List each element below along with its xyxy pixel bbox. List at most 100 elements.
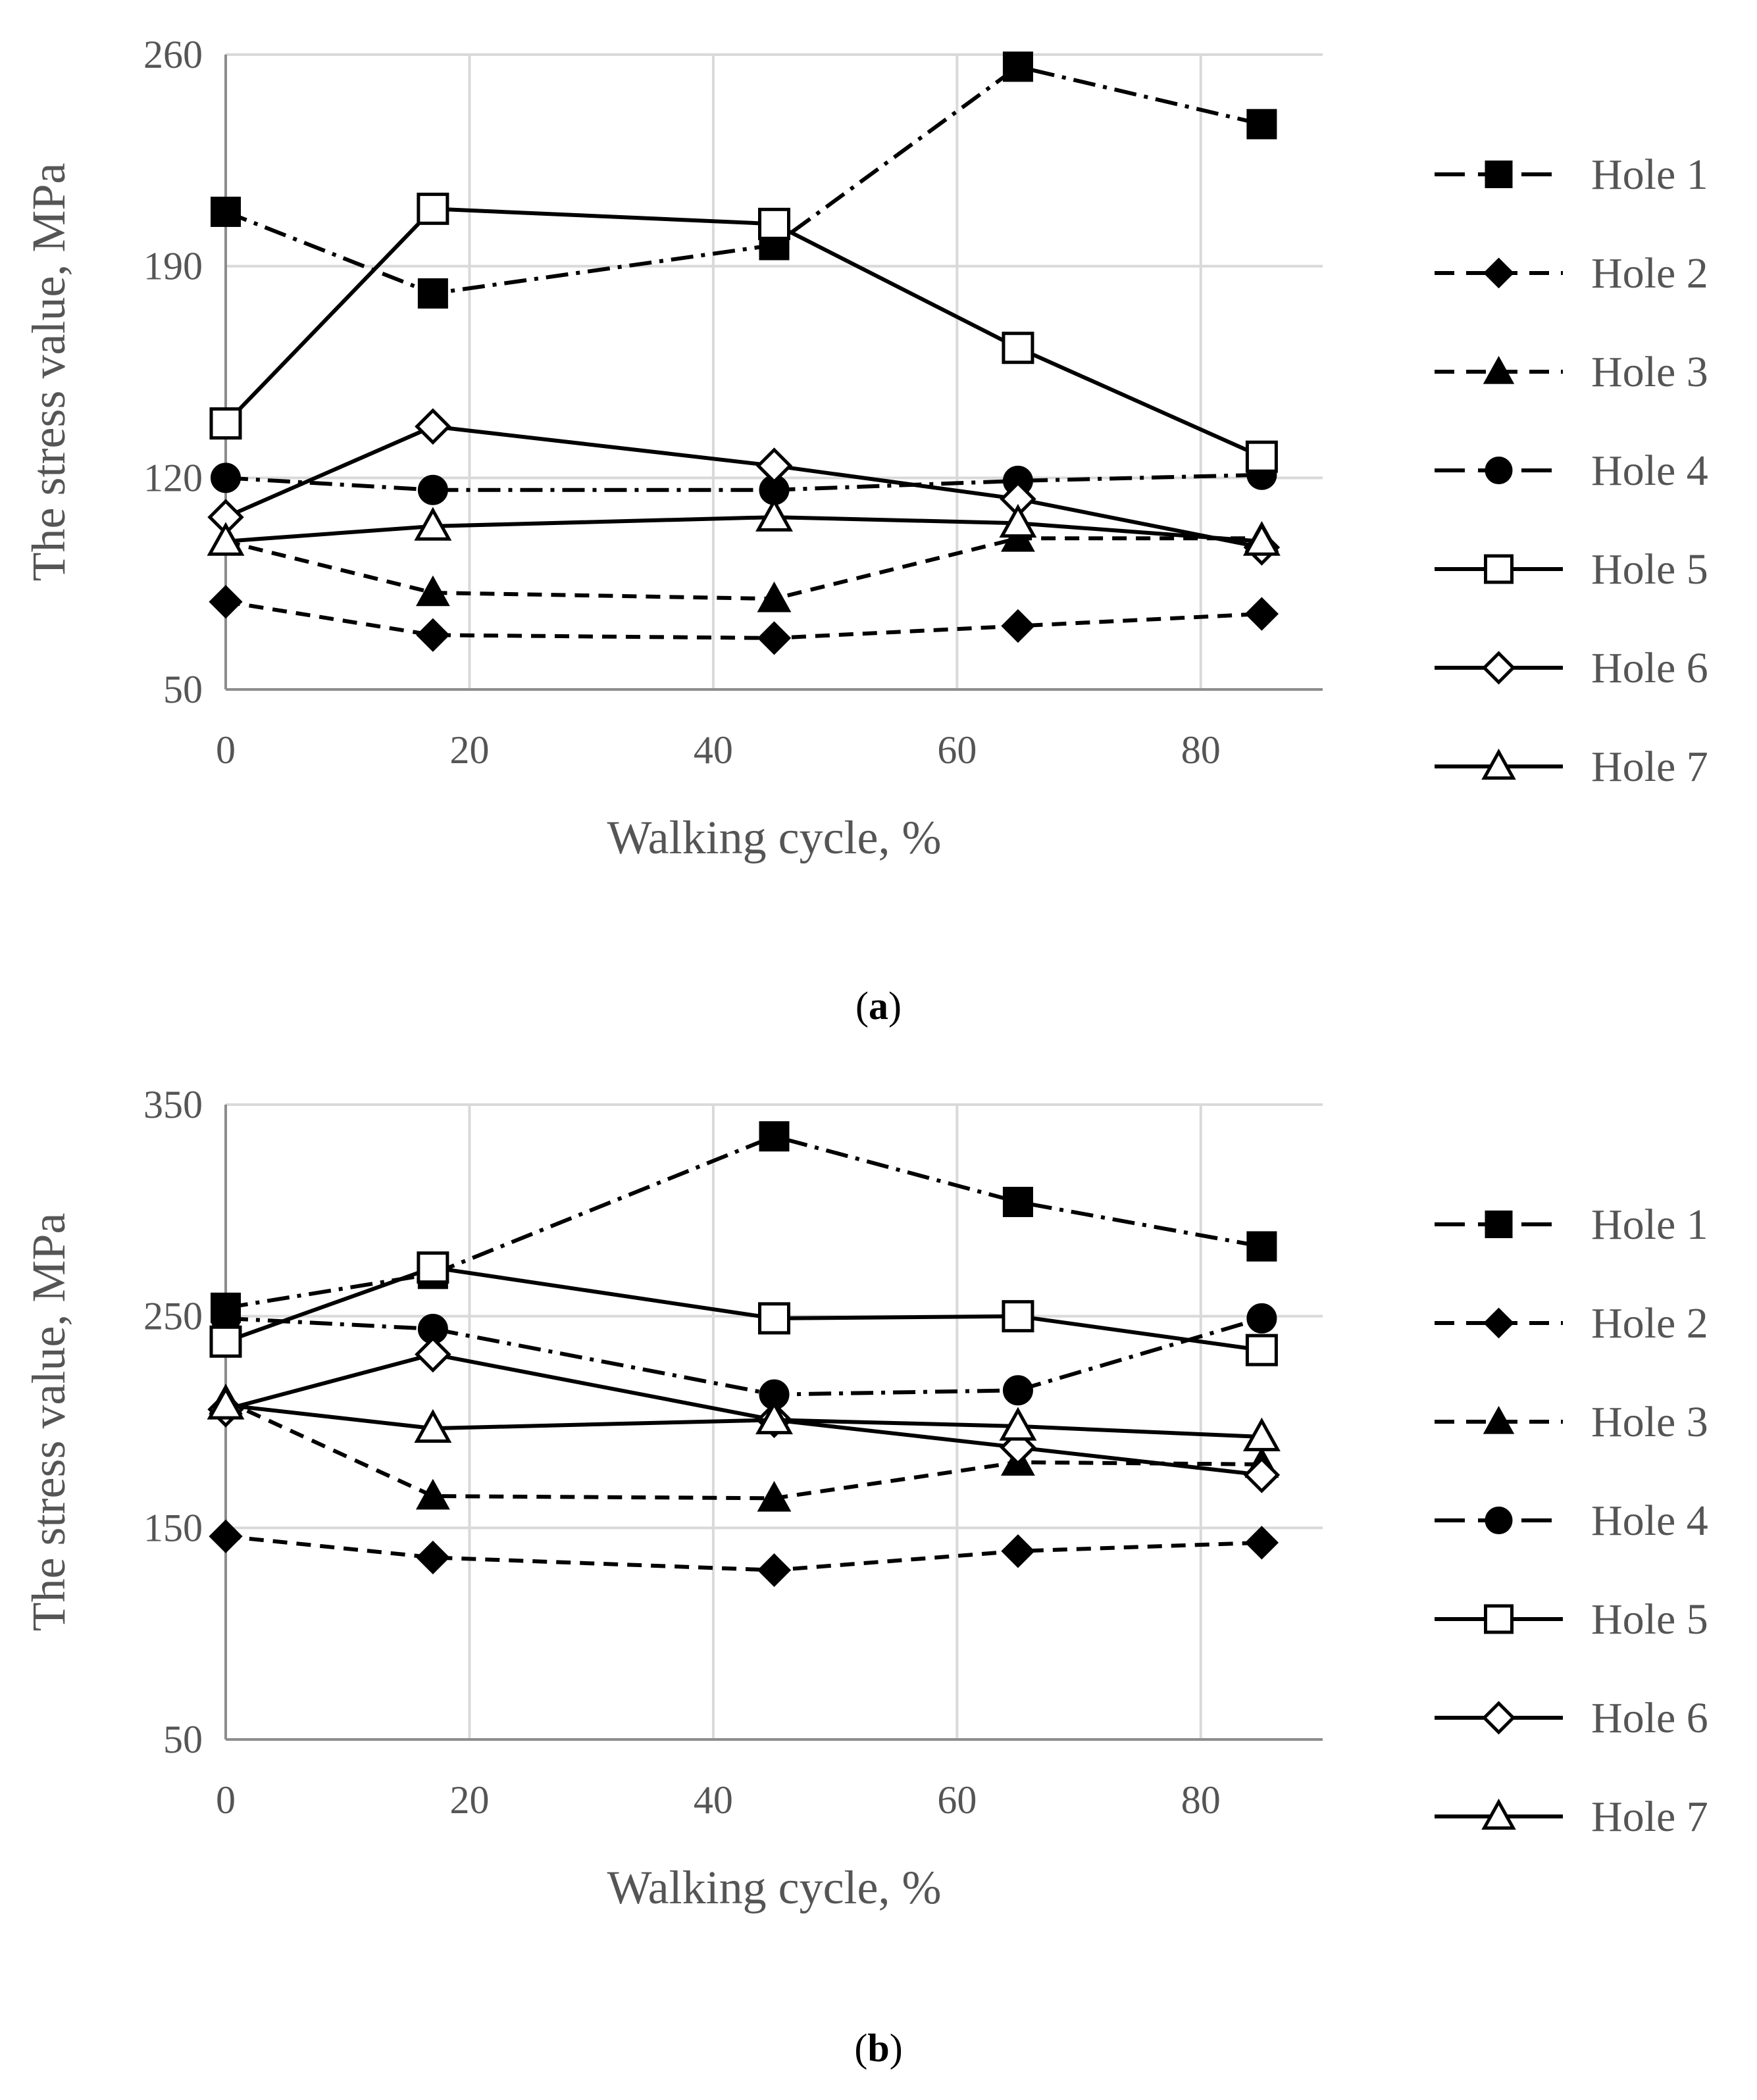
y-tick-label: 120	[143, 456, 203, 499]
legend-label: Hole 5	[1591, 1595, 1708, 1643]
data-point	[758, 207, 790, 240]
series-5	[209, 1251, 1278, 1366]
y-tick-label: 350	[143, 1083, 203, 1126]
data-point	[209, 407, 242, 440]
x-axis-title: Walking cycle, %	[607, 811, 941, 864]
legend-entry: Hole 5	[1435, 545, 1708, 593]
y-tick-label: 150	[143, 1506, 203, 1549]
x-tick-label: 40	[694, 1778, 733, 1822]
series-line	[225, 1534, 1262, 1572]
data-point	[209, 585, 243, 619]
caption-b: (b)	[854, 2026, 903, 2070]
series-3	[209, 1384, 1279, 1512]
legend-entry: Hole 3	[1435, 348, 1708, 396]
legend-label: Hole 2	[1591, 249, 1708, 297]
x-tick-label: 20	[449, 1778, 489, 1822]
data-point	[1246, 109, 1277, 139]
data-point	[211, 463, 241, 493]
x-tick-label: 0	[216, 1778, 236, 1822]
y-tick-label: 50	[163, 1718, 203, 1761]
data-point	[1002, 1300, 1034, 1333]
data-point	[1245, 440, 1278, 473]
legend-entry: Hole 4	[1435, 1497, 1708, 1545]
series-line	[225, 1134, 1262, 1310]
legend-swatch-marker	[1481, 748, 1516, 780]
data-point	[417, 278, 448, 309]
x-tick-label: 80	[1181, 728, 1221, 772]
data-point	[999, 1407, 1037, 1441]
legend-label: Hole 4	[1591, 447, 1708, 495]
legend-entry: Hole 7	[1435, 1793, 1708, 1841]
legend-swatch-marker	[1485, 1211, 1513, 1238]
legend-swatch-marker	[1485, 1507, 1513, 1534]
legend-label: Hole 3	[1591, 1398, 1708, 1446]
series-2	[209, 585, 1279, 655]
data-point	[755, 1400, 793, 1435]
series-line	[225, 1352, 1262, 1477]
data-point	[417, 1251, 449, 1284]
legend-swatch-marker	[1483, 355, 1515, 384]
caption-b-label: b	[867, 2026, 890, 2070]
data-point	[1244, 597, 1279, 631]
series-line	[225, 515, 1262, 543]
x-tick-label: 80	[1181, 1778, 1221, 1822]
data-point	[1243, 1457, 1281, 1493]
data-point	[415, 408, 451, 445]
x-axis-title: Walking cycle, %	[607, 1861, 941, 1914]
data-point	[1242, 522, 1281, 556]
legend-swatch-marker	[1484, 1604, 1514, 1634]
data-point	[1002, 1186, 1033, 1217]
data-point	[414, 1409, 452, 1443]
data-point	[209, 1325, 242, 1358]
series-3	[209, 520, 1279, 612]
data-point	[757, 621, 792, 655]
data-point	[209, 1519, 243, 1553]
data-point	[757, 1481, 792, 1512]
data-point	[417, 192, 449, 225]
data-point	[1246, 1231, 1277, 1262]
y-tick-label: 190	[143, 245, 203, 288]
data-point	[1244, 1526, 1279, 1560]
data-point	[211, 196, 241, 227]
x-tick-label: 60	[937, 728, 977, 772]
legend-label: Hole 4	[1591, 1497, 1708, 1545]
legend-swatch-marker	[1484, 554, 1514, 584]
series-line	[225, 536, 1262, 601]
series-7	[207, 497, 1281, 556]
series-4	[211, 1303, 1277, 1410]
data-point	[207, 1386, 245, 1420]
y-tick-label: 260	[143, 33, 203, 76]
series-5	[209, 192, 1278, 473]
legend-label: Hole 7	[1591, 1793, 1708, 1841]
data-point	[1245, 1334, 1278, 1366]
y-axis-title: The stress value, MPa	[22, 1213, 75, 1632]
legend-swatch-marker	[1481, 1701, 1516, 1735]
caption-a-label: a	[869, 984, 888, 1028]
data-point	[416, 618, 450, 652]
legend-swatch-marker	[1485, 457, 1513, 484]
data-point	[207, 522, 245, 556]
data-point	[415, 1336, 451, 1373]
legend-swatch-marker	[1483, 1307, 1514, 1339]
legend-entry: Hole 2	[1435, 1299, 1708, 1347]
legend-label: Hole 3	[1591, 348, 1708, 396]
data-point	[1001, 609, 1035, 643]
x-tick-label: 20	[449, 728, 489, 772]
series-6	[207, 408, 1281, 566]
series-line	[225, 599, 1262, 640]
series-line	[224, 1265, 1262, 1353]
y-tick-label: 250	[143, 1295, 203, 1338]
legend-entry: Hole 2	[1435, 249, 1708, 297]
data-point	[1242, 1417, 1281, 1451]
legend-label: Hole 7	[1591, 743, 1708, 791]
legend-label: Hole 1	[1591, 151, 1708, 199]
legend-swatch-marker	[1485, 161, 1513, 188]
legend-entry: Hole 6	[1435, 644, 1708, 692]
legend-swatch-marker	[1483, 1405, 1515, 1434]
legend-entry: Hole 4	[1435, 447, 1708, 495]
legend-swatch-marker	[1481, 1798, 1516, 1830]
data-point	[417, 474, 448, 505]
data-point	[758, 1302, 790, 1335]
y-axis-title: The stress value, MPa	[22, 163, 75, 582]
x-tick-label: 0	[216, 728, 236, 772]
